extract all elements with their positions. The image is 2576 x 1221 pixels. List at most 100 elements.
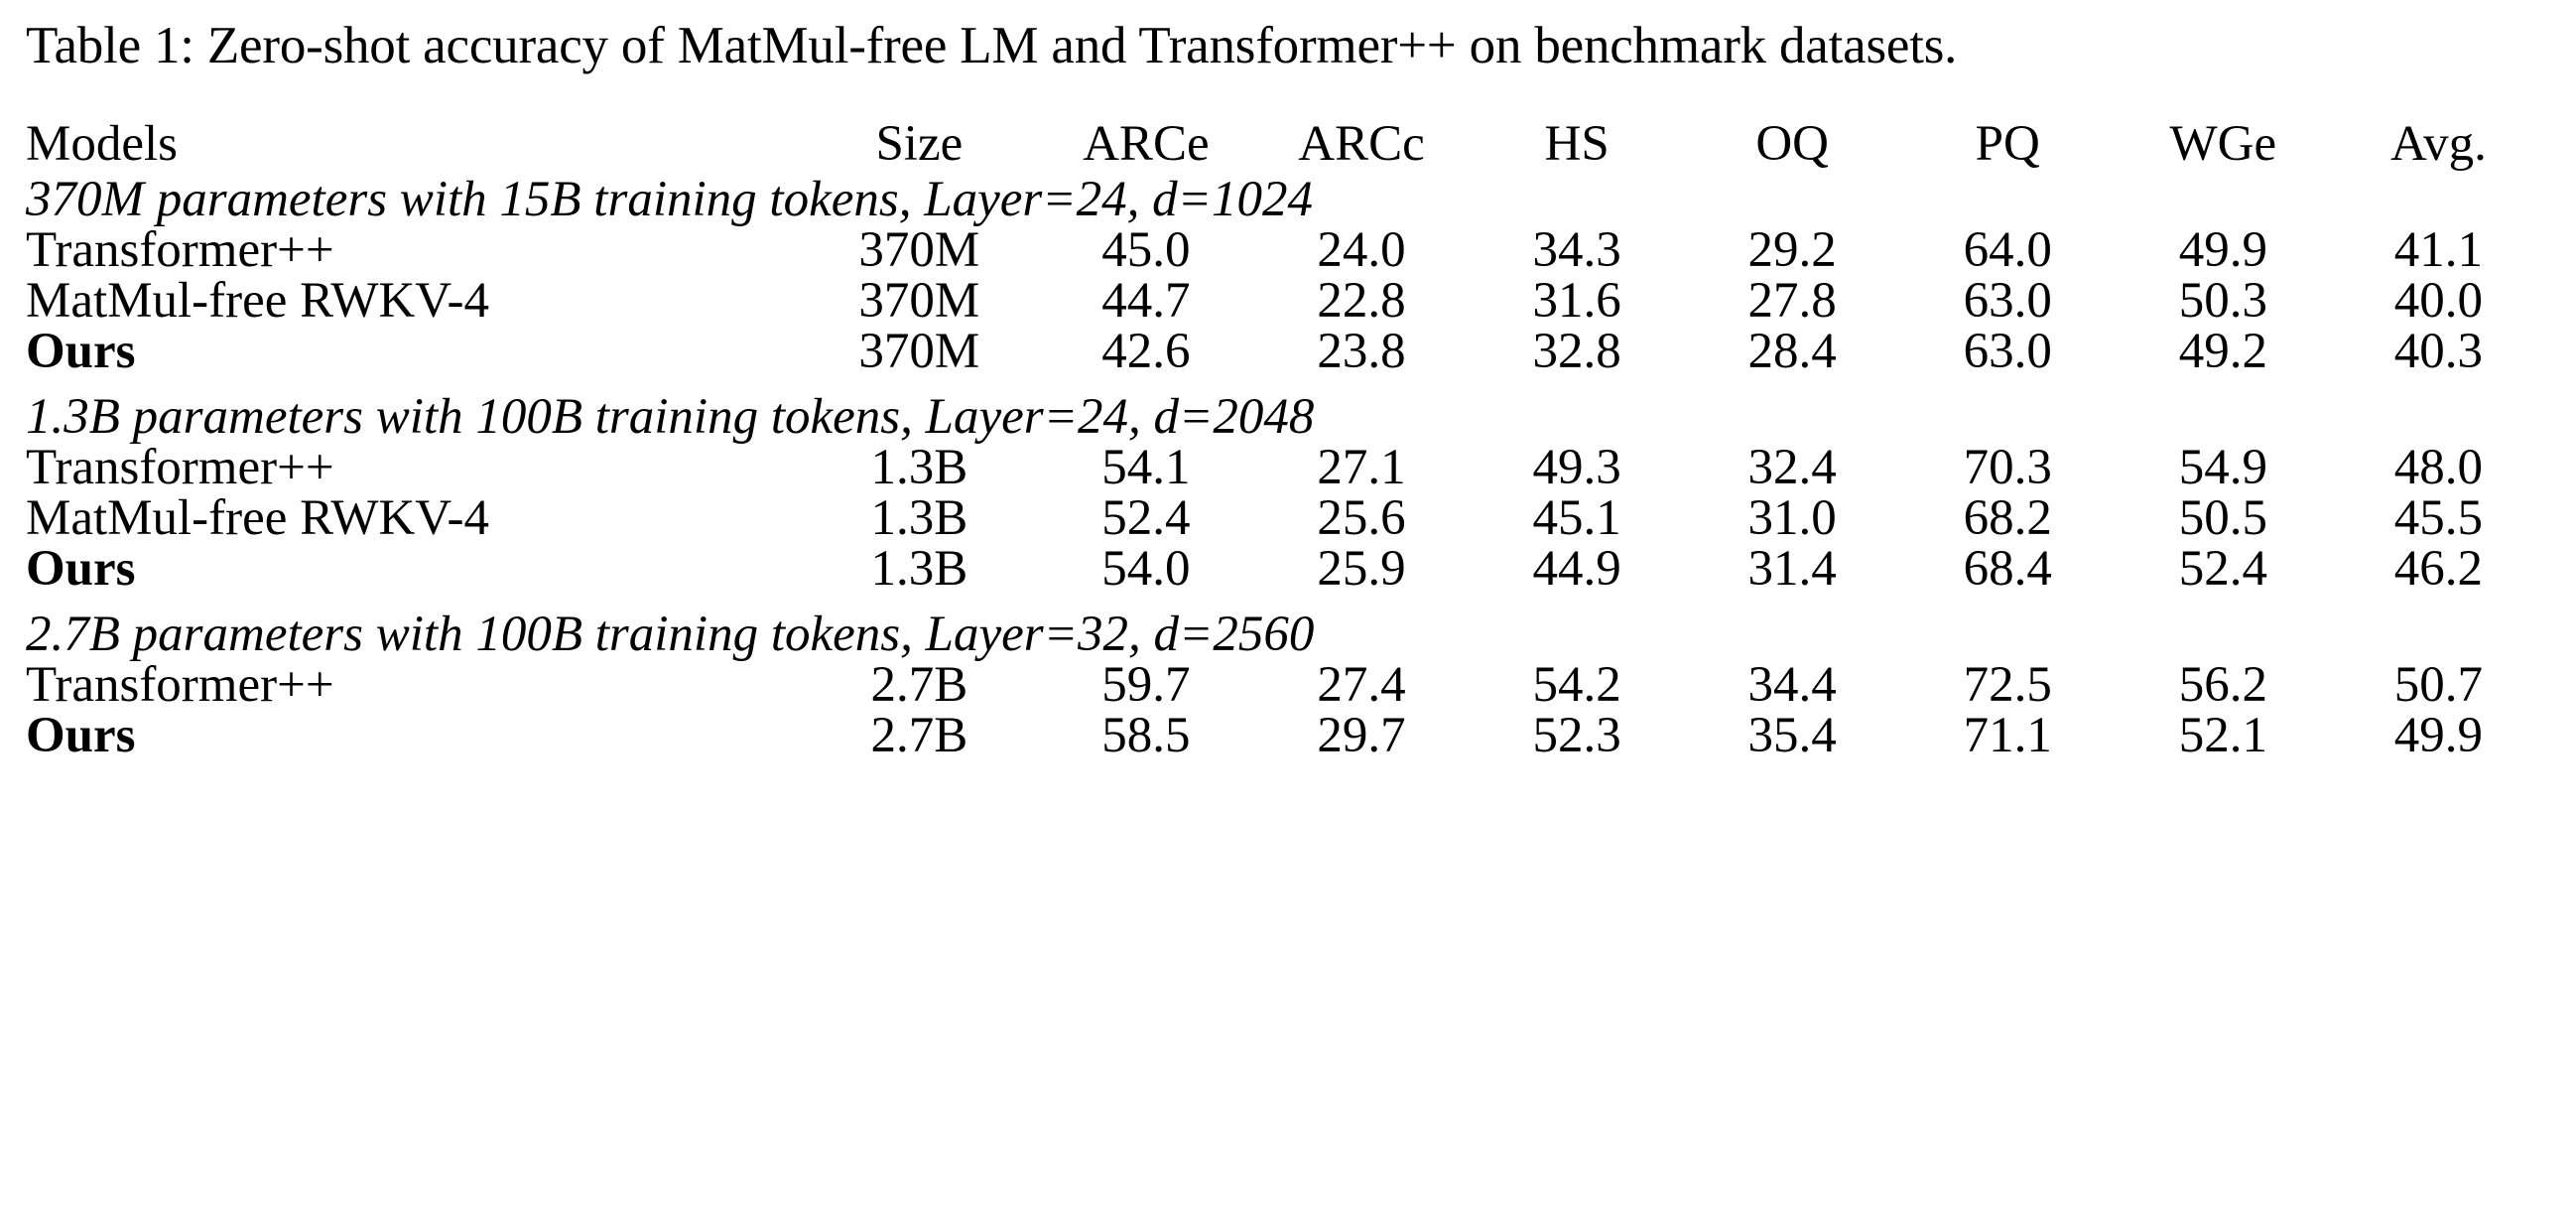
- row-cell-oq: 31.4: [1747, 541, 1837, 597]
- row-cell-wge: 54.9: [2178, 440, 2267, 495]
- row-cell-arcc: 24.0: [1317, 222, 1406, 278]
- row-cell-pq: 63.0: [1963, 324, 2052, 379]
- row-cell-hs: 31.6: [1532, 273, 1621, 329]
- table-top-rule: [26, 112, 2546, 119]
- row-cell-oq: 31.0: [1747, 490, 1837, 546]
- row-cell-wge: 52.1: [2178, 708, 2267, 763]
- row-cell-arce: 45.0: [1101, 222, 1191, 278]
- table-row: Transformer++ 370M 45.0 24.0 34.3 29.2 6…: [26, 225, 2546, 276]
- row-model-name: Ours: [26, 708, 136, 763]
- bottom-gap: [26, 761, 2546, 777]
- table-row: Ours 2.7B 58.5 29.7 52.3 35.4 71.1 52.1 …: [26, 711, 2546, 761]
- row-cell-pq: 64.0: [1963, 222, 2052, 278]
- table-row: MatMul-free RWKV-4 370M 44.7 22.8 31.6 2…: [26, 276, 2546, 327]
- column-header-pq: PQ: [1975, 116, 2040, 172]
- row-cell-size: 1.3B: [870, 440, 968, 495]
- row-cell-avg: 45.5: [2393, 490, 2484, 546]
- row-cell-avg: 48.0: [2393, 440, 2484, 495]
- column-header-models: Models: [26, 116, 178, 172]
- row-cell-avg: 41.1: [2393, 222, 2484, 278]
- table-bottom-rule: [26, 777, 2546, 784]
- row-cell-arce: 42.6: [1101, 324, 1191, 379]
- row-model-name: Ours: [26, 324, 136, 379]
- row-cell-oq: 29.2: [1747, 222, 1837, 278]
- row-cell-size: 1.3B: [870, 490, 968, 546]
- row-cell-avg: 50.7: [2393, 657, 2484, 713]
- table-caption: Table 1: Zero-shot accuracy of MatMul-fr…: [26, 17, 1958, 74]
- row-cell-avg: 40.0: [2393, 273, 2484, 329]
- row-cell-oq: 27.8: [1747, 273, 1837, 329]
- column-header-size: Size: [875, 116, 964, 172]
- row-cell-hs: 44.9: [1532, 541, 1621, 597]
- row-cell-wge: 49.2: [2178, 324, 2267, 379]
- row-cell-avg: 40.3: [2393, 324, 2484, 379]
- section-heading-row: 2.7B parameters with 100B training token…: [26, 610, 2546, 660]
- section-heading-row: 1.3B parameters with 100B training token…: [26, 392, 2546, 443]
- section-heading-row: 370M parameters with 15B training tokens…: [26, 175, 2546, 225]
- row-cell-hs: 49.3: [1532, 440, 1621, 495]
- row-cell-wge: 56.2: [2178, 657, 2267, 713]
- row-cell-pq: 68.4: [1963, 541, 2052, 597]
- row-cell-avg: 49.9: [2393, 708, 2484, 763]
- table-row: Transformer++ 1.3B 54.1 27.1 49.3 32.4 7…: [26, 443, 2546, 493]
- row-model-name: Ours: [26, 541, 136, 597]
- row-model-name: MatMul-free RWKV-4: [26, 273, 489, 329]
- row-cell-arcc: 22.8: [1317, 273, 1406, 329]
- row-cell-size: 370M: [858, 222, 980, 278]
- column-header-arce: ARCe: [1083, 116, 1210, 172]
- row-cell-pq: 63.0: [1963, 273, 2052, 329]
- row-cell-hs: 54.2: [1532, 657, 1621, 713]
- row-cell-hs: 52.3: [1532, 708, 1621, 763]
- row-cell-pq: 71.1: [1963, 708, 2052, 763]
- row-cell-oq: 32.4: [1747, 440, 1837, 495]
- row-cell-wge: 50.5: [2178, 490, 2267, 546]
- row-cell-size: 370M: [858, 324, 980, 379]
- column-header-avg: Avg.: [2390, 116, 2487, 172]
- row-cell-arce: 54.1: [1101, 440, 1191, 495]
- row-cell-arce: 54.0: [1101, 541, 1191, 597]
- row-cell-pq: 68.2: [1963, 490, 2052, 546]
- table-row: MatMul-free RWKV-4 1.3B 52.4 25.6 45.1 3…: [26, 493, 2546, 544]
- column-header-wge: WGe: [2169, 116, 2277, 172]
- row-cell-hs: 45.1: [1532, 490, 1621, 546]
- row-cell-size: 2.7B: [870, 708, 968, 763]
- row-model-name: Transformer++: [26, 222, 334, 278]
- section-heading-1-3b: 1.3B parameters with 100B training token…: [26, 389, 1315, 445]
- section-gap: [26, 377, 2546, 387]
- table-row: Transformer++ 2.7B 59.7 27.4 54.2 34.4 7…: [26, 660, 2546, 711]
- row-cell-arce: 52.4: [1101, 490, 1191, 546]
- table-header-row: Models Size ARCe ARCc HS OQ PQ WGe Avg.: [26, 119, 2546, 170]
- row-cell-avg: 46.2: [2393, 541, 2484, 597]
- row-cell-pq: 72.5: [1963, 657, 2052, 713]
- row-model-name: MatMul-free RWKV-4: [26, 490, 489, 546]
- zero-shot-accuracy-table: Models Size ARCe ARCc HS OQ PQ WGe Avg. …: [26, 112, 2546, 784]
- row-cell-arcc: 23.8: [1317, 324, 1406, 379]
- row-model-name: Transformer++: [26, 657, 334, 713]
- section-heading-2-7b: 2.7B parameters with 100B training token…: [26, 607, 1315, 662]
- row-cell-oq: 28.4: [1747, 324, 1837, 379]
- row-cell-pq: 70.3: [1963, 440, 2052, 495]
- column-header-hs: HS: [1544, 116, 1610, 172]
- row-cell-wge: 49.9: [2178, 222, 2267, 278]
- row-cell-arcc: 27.1: [1317, 440, 1406, 495]
- column-header-oq: OQ: [1755, 116, 1829, 172]
- row-cell-arce: 44.7: [1101, 273, 1191, 329]
- row-cell-wge: 50.3: [2178, 273, 2267, 329]
- row-cell-hs: 34.3: [1532, 222, 1621, 278]
- row-cell-arce: 59.7: [1101, 657, 1191, 713]
- row-cell-arce: 58.5: [1101, 708, 1191, 763]
- row-cell-size: 2.7B: [870, 657, 968, 713]
- row-model-name: Transformer++: [26, 440, 334, 495]
- table-row: Ours 370M 42.6 23.8 32.8 28.4 63.0 49.2 …: [26, 327, 2546, 377]
- column-header-arcc: ARCc: [1298, 116, 1425, 172]
- row-cell-hs: 32.8: [1532, 324, 1621, 379]
- row-cell-arcc: 25.6: [1317, 490, 1406, 546]
- table-row: Ours 1.3B 54.0 25.9 44.9 31.4 68.4 52.4 …: [26, 544, 2546, 595]
- row-cell-size: 370M: [858, 273, 980, 329]
- section-heading-370m: 370M parameters with 15B training tokens…: [26, 172, 1314, 227]
- row-cell-size: 1.3B: [870, 541, 968, 597]
- table-body: Models Size ARCe ARCc HS OQ PQ WGe Avg. …: [26, 112, 2546, 784]
- row-cell-arcc: 29.7: [1317, 708, 1406, 763]
- row-cell-arcc: 27.4: [1317, 657, 1406, 713]
